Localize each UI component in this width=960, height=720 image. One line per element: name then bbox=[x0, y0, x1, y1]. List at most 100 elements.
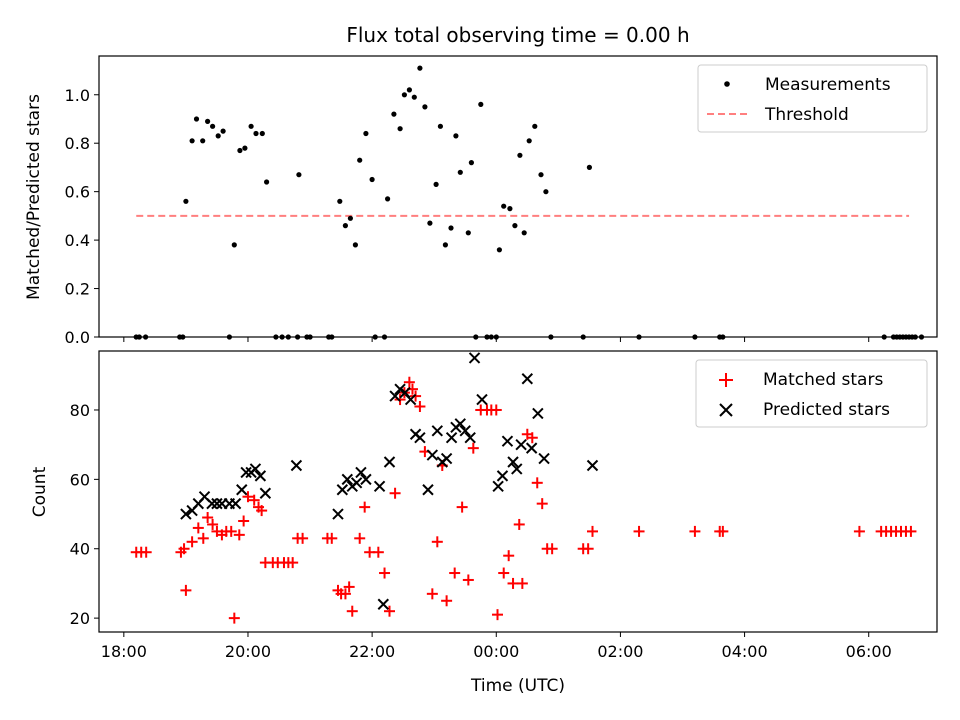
measurement-point bbox=[215, 133, 221, 139]
measurement-point bbox=[193, 116, 200, 122]
matched-star-point bbox=[526, 432, 538, 444]
matched-star-point bbox=[531, 477, 543, 489]
matched-star-point bbox=[633, 525, 645, 537]
predicted-star-point bbox=[332, 508, 344, 520]
measurement-point bbox=[478, 101, 484, 107]
bottom-x-tick-label: 18:00 bbox=[101, 642, 147, 661]
predicted-star-point bbox=[211, 497, 223, 510]
measurement-point bbox=[242, 145, 248, 151]
predicted-star-point bbox=[373, 480, 386, 493]
top-y-tick-label: 1.0 bbox=[65, 86, 90, 105]
matched-star-point bbox=[449, 567, 461, 579]
matched-star-point bbox=[853, 525, 865, 537]
predicted-star-point bbox=[236, 484, 248, 496]
predicted-star-point bbox=[394, 383, 406, 395]
top-y-tick-label: 0.6 bbox=[65, 183, 90, 202]
predicted-star-point bbox=[538, 452, 550, 465]
chart-title: Flux total observing time = 0.00 h bbox=[346, 23, 689, 47]
matched-star-point bbox=[180, 584, 192, 596]
predicted-star-point bbox=[525, 442, 538, 454]
matched-star-point bbox=[492, 609, 504, 621]
predicted-star-point bbox=[240, 466, 252, 479]
predicted-star-point bbox=[404, 393, 417, 406]
matched-star-point bbox=[456, 501, 468, 513]
legend-measurements-marker bbox=[724, 81, 730, 87]
matched-star-point bbox=[287, 557, 299, 569]
legend-matched-label: Matched stars bbox=[763, 370, 883, 390]
bottom-panel-data bbox=[130, 352, 917, 624]
top-panel-y-ticks: 0.0 0.2 0.4 0.6 0.8 1.0 bbox=[65, 86, 99, 347]
top-y-axis-label: Matched/Predicted stars bbox=[24, 94, 44, 300]
matched-star-point bbox=[346, 605, 358, 617]
matched-star-point bbox=[384, 605, 396, 617]
measurement-point bbox=[337, 198, 343, 204]
legend-measurements-label: Measurements bbox=[765, 75, 891, 95]
bottom-y-tick-label: 20 bbox=[70, 609, 90, 628]
predicted-star-point bbox=[515, 438, 527, 451]
measurement-point bbox=[264, 179, 270, 185]
measurement-point bbox=[538, 172, 544, 178]
matched-star-point bbox=[192, 522, 204, 534]
measurement-point bbox=[210, 123, 216, 129]
matched-star-point bbox=[513, 518, 525, 530]
matched-star-point bbox=[233, 529, 245, 541]
predicted-star-point bbox=[445, 432, 458, 444]
predicted-star-point bbox=[507, 456, 519, 468]
predicted-star-point bbox=[476, 393, 488, 406]
measurement-point bbox=[248, 123, 254, 129]
top-panel-frame bbox=[98, 55, 938, 338]
top-y-tick-label: 0.8 bbox=[65, 134, 90, 153]
predicted-star-point bbox=[180, 508, 192, 520]
measurement-point bbox=[496, 247, 502, 253]
predicted-star-point bbox=[383, 456, 396, 468]
measurement-point bbox=[465, 230, 471, 236]
matched-star-point bbox=[394, 394, 406, 406]
measurement-point bbox=[427, 220, 433, 226]
predicted-star-point bbox=[521, 373, 534, 385]
bottom-x-tick-label: 00:00 bbox=[473, 642, 519, 661]
legend-predicted-label: Predicted stars bbox=[763, 400, 890, 420]
measurement-point bbox=[391, 111, 397, 117]
measurement-point bbox=[507, 206, 513, 212]
matched-star-point bbox=[186, 536, 198, 548]
measurement-point bbox=[448, 225, 454, 231]
predicted-star-point bbox=[440, 452, 453, 465]
bottom-panel-frame bbox=[98, 350, 938, 633]
measurement-point bbox=[253, 130, 259, 137]
measurement-point bbox=[433, 181, 439, 187]
measurement-point bbox=[543, 189, 549, 195]
predicted-star-point bbox=[422, 484, 434, 496]
measurement-point bbox=[363, 130, 369, 137]
matched-star-point bbox=[490, 404, 502, 416]
measurement-point bbox=[453, 133, 459, 139]
measurement-point bbox=[406, 87, 412, 93]
legend-threshold-label: Threshold bbox=[764, 105, 849, 125]
matched-star-point bbox=[242, 491, 254, 503]
predicted-star-point bbox=[389, 390, 401, 402]
matched-star-point bbox=[359, 501, 371, 513]
matched-star-point bbox=[197, 532, 209, 544]
bottom-x-tick-label: 22:00 bbox=[349, 642, 395, 661]
matched-star-point bbox=[202, 512, 214, 524]
matched-star-point bbox=[516, 577, 528, 589]
matched-star-point bbox=[467, 442, 479, 454]
matched-star-point bbox=[372, 546, 384, 558]
top-y-tick-label: 0.4 bbox=[65, 231, 90, 250]
measurement-point bbox=[200, 138, 206, 144]
measurement-point bbox=[352, 242, 358, 248]
matched-star-point bbox=[248, 494, 260, 506]
measurement-point bbox=[417, 65, 423, 71]
predicted-star-point bbox=[254, 470, 267, 482]
predicted-star-point bbox=[355, 466, 367, 479]
matched-star-point bbox=[207, 518, 219, 530]
measurement-point bbox=[205, 118, 211, 124]
matched-star-point bbox=[536, 498, 548, 510]
predicted-star-point bbox=[496, 470, 509, 482]
measurement-point bbox=[385, 196, 391, 202]
matched-star-point bbox=[228, 612, 240, 624]
predicted-star-point bbox=[249, 463, 262, 475]
measurement-point bbox=[468, 160, 474, 166]
matched-star-point bbox=[441, 595, 453, 607]
matched-star-point bbox=[238, 515, 250, 527]
predicted-star-point bbox=[341, 473, 354, 486]
